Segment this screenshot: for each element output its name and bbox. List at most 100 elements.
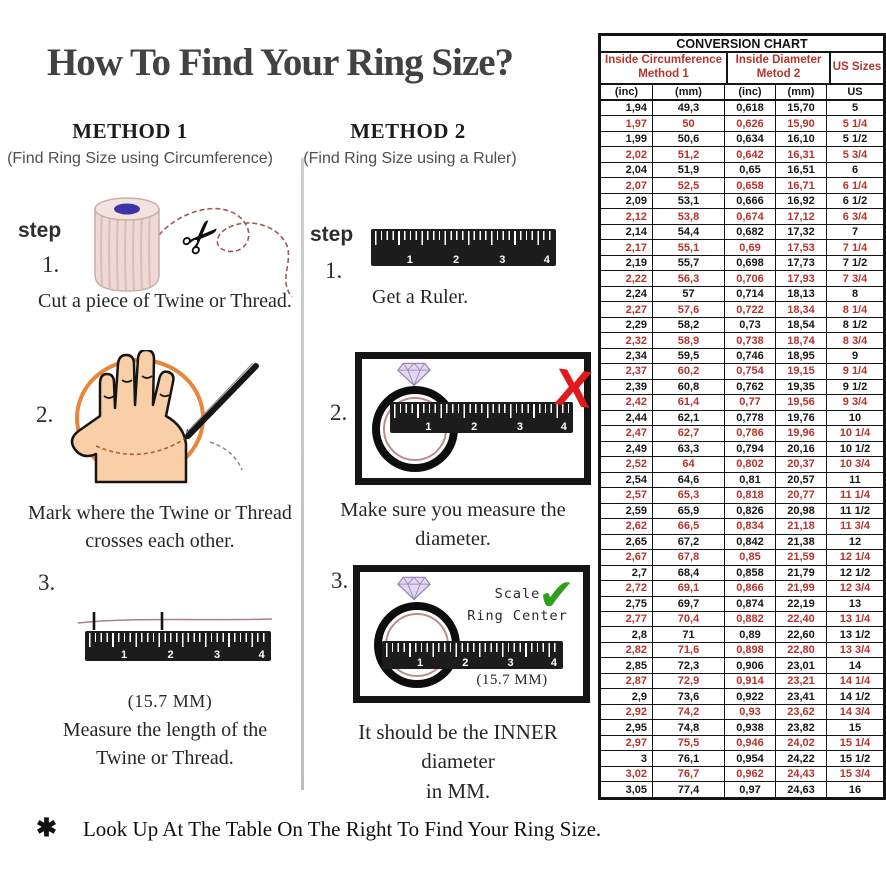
chart-cell: 22,80 (775, 642, 826, 658)
chart-cell: 74,2 (652, 704, 724, 720)
chart-row: 2,19 55,7 0,698 17,73 7 1/2 (601, 255, 883, 272)
hand-shape (70, 348, 188, 484)
chart-cell: 0,65 (724, 162, 775, 178)
chart-cell: 17,12 (775, 209, 826, 224)
chart-row: 2,59 65,9 0,826 20,98 11 1/2 (601, 503, 883, 520)
chart-cell: 2,72 (625, 582, 647, 595)
chart-cell: 0,714 (724, 286, 775, 302)
chart-cell: 0,97 (724, 782, 775, 797)
chart-cell: 0,754 (724, 364, 775, 379)
chart-cell: 57 (652, 286, 724, 302)
chart-cell: 0,762 (724, 379, 775, 395)
chart-cell: 2,37 (625, 365, 647, 378)
chart-row: 2,47 62,7 0,786 19,96 10 1/4 (601, 426, 883, 442)
ruler-number: 4 (543, 254, 550, 266)
chart-cell: 1,97 (625, 117, 647, 130)
chart-cell: 24,63 (775, 782, 826, 797)
chart-cell: 54,4 (652, 224, 724, 240)
chart-cell: 9 (826, 348, 883, 364)
chart-group-header: Inside Circumference Method 1 Inside Dia… (601, 53, 883, 85)
chart-cell: 9 3/4 (826, 395, 883, 410)
chart-cell: 64 (652, 457, 724, 472)
chart-cell: 73,6 (652, 689, 724, 704)
chart-cell: 6 1/2 (826, 193, 883, 209)
chart-cell: 2,24 (625, 288, 647, 301)
chart-cell: 0,786 (724, 426, 775, 441)
chart-cell: 23,21 (775, 673, 826, 689)
footer-note: ✱ Look Up At The Table On The Right To F… (36, 813, 601, 843)
chart-row: 2,65 67,2 0,842 21,38 12 (601, 534, 883, 551)
chart-cell: 10 1/4 (826, 426, 883, 441)
chart-cell: 18,95 (775, 348, 826, 364)
chart-cell: 10 1/2 (826, 441, 883, 457)
chart-row: 2,14 54,4 0,682 17,32 7 (601, 224, 883, 241)
chart-cell: 2,12 (625, 210, 647, 223)
chart-row: 2,7 68,4 0,858 21,79 12 1/2 (601, 565, 883, 582)
chart-row: 2,07 52,5 0,658 16,71 6 1/4 (601, 178, 883, 194)
chart-cell: 11 3/4 (826, 519, 883, 534)
chart-cell: 55,1 (652, 240, 724, 255)
chart-cell: 12 1/4 (826, 550, 883, 565)
chart-cell: 10 3/4 (826, 457, 883, 472)
chart-cell: 0,826 (724, 503, 775, 519)
chart-cell: 67,2 (652, 534, 724, 550)
chart-cell: 13 1/2 (826, 627, 883, 642)
chart-row: 2,67 67,8 0,85 21,59 12 1/4 (601, 550, 883, 566)
chart-cell: 10 (826, 410, 883, 426)
caption-line: in MM. (425, 778, 491, 803)
chart-row: 2,44 62,1 0,778 19,76 10 (601, 410, 883, 427)
chart-cell: 15 1/2 (826, 751, 883, 766)
chart-cell: 16,10 (775, 131, 826, 147)
chart-cell: 62,1 (652, 410, 724, 426)
chart-cell: 9 1/4 (826, 364, 883, 379)
method2-step2-caption: Make sure you measure the diameter. (308, 496, 598, 553)
scissors-icon: ✂ (170, 206, 233, 269)
chart-cell: 51,2 (652, 147, 724, 162)
method1-step-label: step (18, 219, 62, 242)
chart-cell: 0,89 (724, 627, 775, 642)
chart-row: 2,54 64,6 0,81 20,57 11 (601, 472, 883, 489)
ruler-number: 1 (120, 649, 128, 661)
sub-header-cell: US (826, 85, 883, 99)
chart-cell: 14 (826, 658, 883, 673)
chart-cell: 11 1/2 (826, 503, 883, 519)
chart-cell: 6 3/4 (826, 209, 883, 224)
wrong-x-icon: X (552, 358, 595, 420)
method1-step3-number: 3. (38, 570, 56, 595)
chart-cell: 0,882 (724, 611, 775, 627)
chart-cell: 7 1/2 (826, 255, 883, 271)
chart-cell: 68,4 (652, 565, 724, 581)
chart-row: 2,04 51,9 0,65 16,51 6 (601, 162, 883, 179)
chart-row: 3,05 77,4 0,97 24,63 16 (601, 782, 883, 797)
chart-row: 2,72 69,1 0,866 21,99 12 3/4 (601, 581, 883, 597)
chart-cell: 23,01 (775, 658, 826, 673)
chart-row: 2,92 74,2 0,93 23,62 14 3/4 (601, 704, 883, 721)
chart-cell: 61,4 (652, 395, 724, 410)
chart-cell: 75,5 (652, 735, 724, 751)
chart-cell: 19,56 (775, 395, 826, 410)
method2-step3-caption: It should be the INNER diameter in MM. (320, 718, 596, 806)
chart-row: 2,82 71,6 0,898 22,80 13 3/4 (601, 642, 883, 659)
chart-cell: 0,834 (724, 519, 775, 534)
chart-cell: 13 1/4 (826, 611, 883, 627)
ruler-number: 2 (471, 421, 478, 433)
chart-cell: 24,43 (775, 766, 826, 782)
ruler-method1: 1 2 3 4 (85, 631, 271, 661)
chart-cell: 3 (640, 752, 647, 765)
chart-cell: 1,94 (625, 102, 647, 115)
chart-cell: 2,22 (625, 272, 647, 285)
chart-cell: 0,914 (724, 673, 775, 689)
chart-cell: 19,15 (775, 364, 826, 379)
chart-row: 2,75 69,7 0,874 22,19 13 (601, 596, 883, 612)
chart-row: 3 76,1 0,954 24,22 15 1/2 (601, 751, 883, 767)
ruler-number: 1 (425, 421, 432, 433)
chart-cell: 7 (826, 224, 883, 240)
chart-cell: 0,778 (724, 410, 775, 426)
chart-cell: 0,666 (724, 193, 775, 209)
chart-cell: 0,634 (724, 131, 775, 147)
chart-cell: 59,5 (652, 348, 724, 364)
chart-sub-header: (inc) (mm) (inc) (mm) US (601, 85, 883, 101)
chart-cell: 49,3 (652, 101, 724, 116)
caption-line: Measure the length of the (62, 719, 268, 741)
column-divider (301, 158, 304, 790)
